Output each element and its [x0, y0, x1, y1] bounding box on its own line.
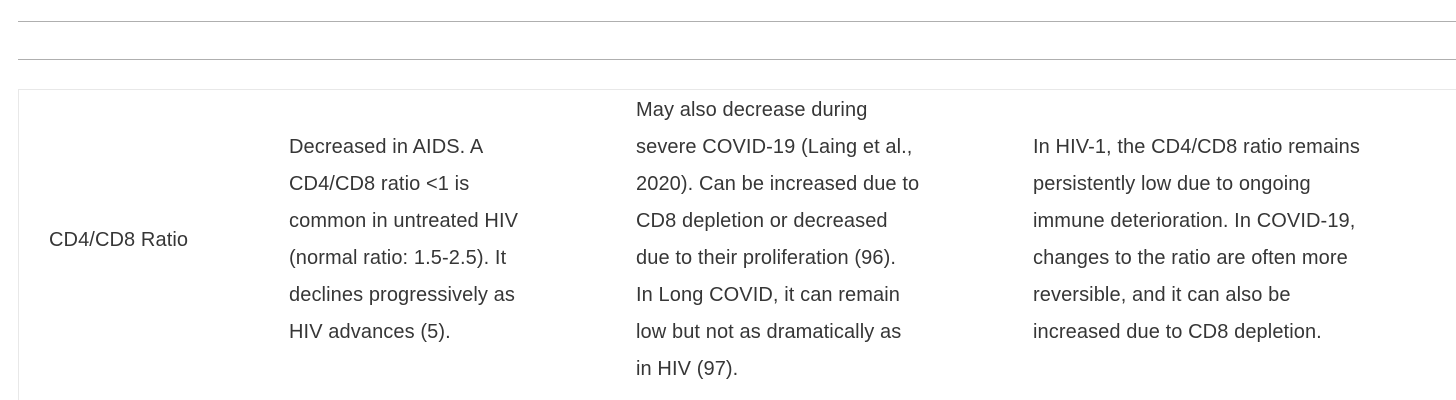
cell-feature-name: CD4/CD8 Ratio — [49, 228, 189, 251]
cell-comparison-description: In HIV-1, the CD4/CD8 ratio remains pers… — [1033, 136, 1360, 343]
cell-covid-description: May also decrease during severe COVID-19… — [636, 99, 920, 380]
comparison-table: CD4/CD8 Ratio Decreased in AIDS. A CD4/C… — [18, 89, 1456, 400]
horizontal-divider-top — [18, 21, 1456, 22]
cell-hiv-description: Decreased in AIDS. A CD4/CD8 ratio <1 is… — [289, 136, 519, 343]
table-row: CD4/CD8 Ratio Decreased in AIDS. A CD4/C… — [19, 90, 1456, 390]
horizontal-divider-second — [18, 59, 1456, 60]
